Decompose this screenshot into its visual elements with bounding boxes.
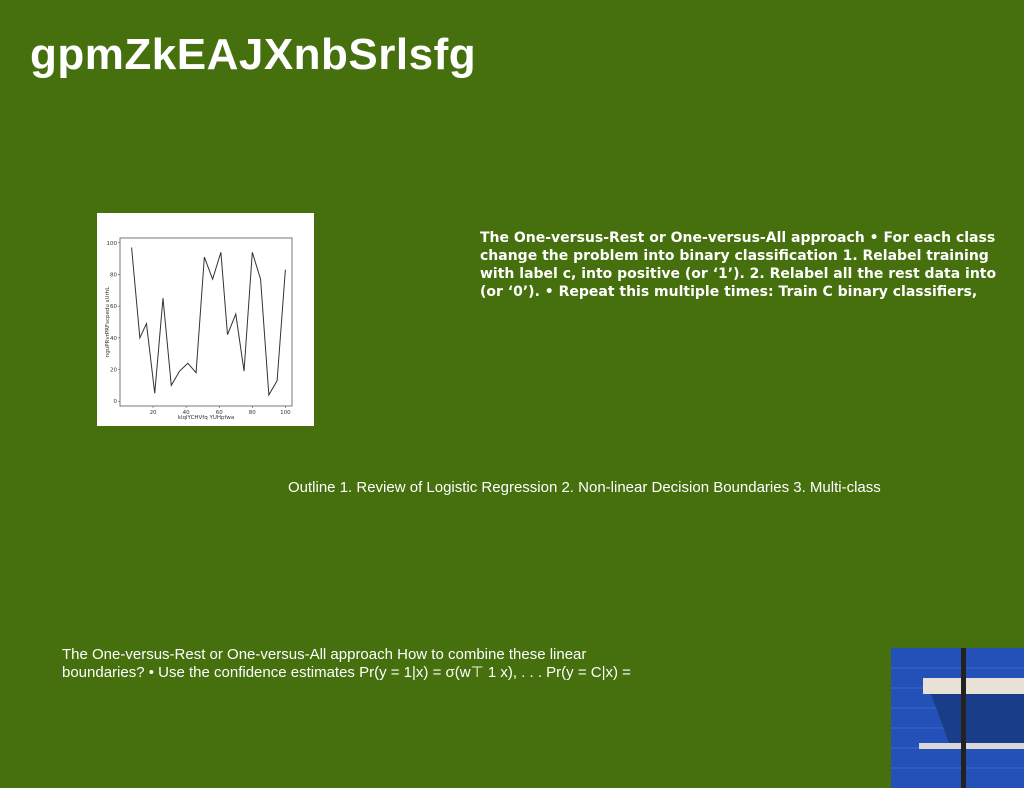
plot-frame [119, 237, 293, 407]
y-tick-label: 20 [110, 368, 117, 374]
x-axis-label: klqlYCHVfq YUHpfwa [178, 415, 234, 421]
chart: klqlYCHVfq YUHpfwa nguPRvrPRFscpedu sUrh… [97, 213, 314, 426]
outline-text: Outline 1. Review of Logistic Regression… [288, 479, 881, 496]
y-tick-label: 40 [110, 336, 117, 342]
y-axis-label: nguPRvrPRFscpedu sUrhL [105, 286, 111, 357]
photo-shadow [931, 694, 1024, 743]
photo-ledge [923, 678, 1024, 694]
body-text: The One-versus-Rest or One-versus-All ap… [62, 646, 631, 681]
body-text: The One-versus-Rest or One-versus-All ap… [480, 230, 997, 300]
y-tick-label: 0 [114, 399, 118, 405]
photo-rail [919, 743, 1024, 749]
y-tick-label: 100 [107, 241, 118, 247]
photo-pole [961, 648, 966, 788]
x-tick-label: 20 [150, 410, 157, 416]
photo [891, 648, 1024, 788]
x-tick-label: 40 [183, 410, 190, 416]
x-tick-label: 60 [216, 410, 223, 416]
title: gpmZkEAJXnbSrlsfg [30, 30, 477, 79]
x-tick-label: 80 [249, 410, 256, 416]
y-tick-label: 60 [110, 304, 117, 310]
x-tick-label: 100 [280, 410, 291, 416]
y-tick-label: 80 [110, 272, 117, 278]
line-series [131, 247, 286, 397]
